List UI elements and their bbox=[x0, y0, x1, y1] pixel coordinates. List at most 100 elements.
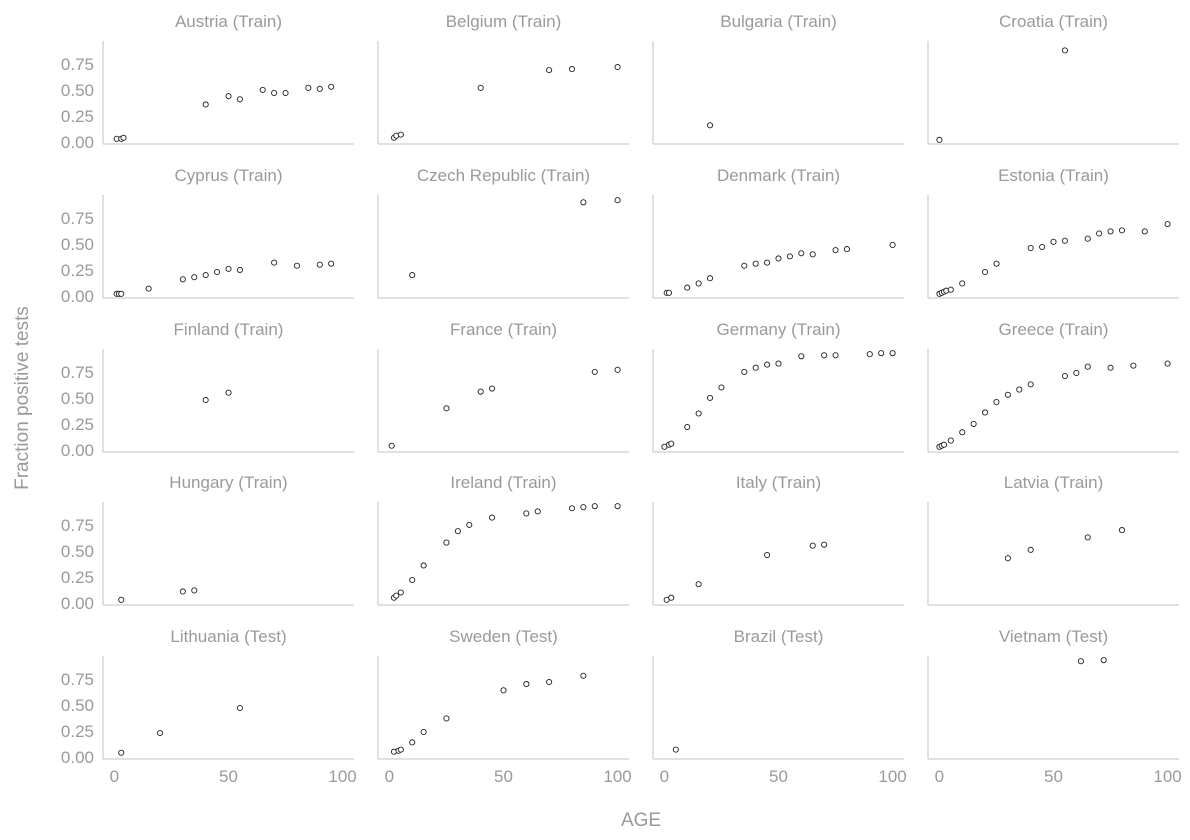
data-point bbox=[706, 394, 714, 401]
data-point bbox=[328, 260, 335, 267]
data-point bbox=[981, 268, 989, 276]
data-point bbox=[191, 274, 198, 281]
panel-title: Hungary (Train) bbox=[169, 473, 287, 492]
data-point bbox=[1061, 373, 1068, 380]
data-point bbox=[466, 521, 473, 528]
data-point bbox=[786, 253, 793, 260]
data-point bbox=[580, 672, 587, 679]
data-point bbox=[947, 286, 954, 293]
y-tick-label: 0.25 bbox=[61, 261, 94, 280]
data-point bbox=[752, 364, 759, 371]
y-tick-label: 0.75 bbox=[61, 363, 94, 382]
data-point bbox=[282, 89, 289, 97]
data-point bbox=[477, 84, 484, 91]
data-point bbox=[1084, 363, 1091, 370]
panel-title: Italy (Train) bbox=[736, 473, 821, 492]
data-point bbox=[821, 541, 828, 548]
data-point bbox=[809, 251, 816, 258]
y-tick-label: 0.00 bbox=[61, 287, 94, 306]
panel-greece-train: Greece (Train) bbox=[927, 320, 1179, 453]
data-point bbox=[706, 122, 714, 129]
data-point bbox=[993, 399, 1000, 406]
data-point bbox=[568, 505, 576, 512]
x-tick-label: 100 bbox=[328, 767, 356, 786]
x-tick-label: 50 bbox=[219, 767, 238, 786]
panel-title: Belgium (Train) bbox=[446, 12, 562, 31]
data-point bbox=[443, 405, 450, 412]
panel-ireland-train: Ireland (Train) bbox=[377, 473, 629, 606]
data-point bbox=[225, 265, 232, 272]
panel-bulgaria-train: Bulgaria (Train) bbox=[652, 12, 904, 145]
data-point bbox=[179, 588, 186, 595]
data-point bbox=[397, 131, 404, 138]
panel-cyprus-train: Cyprus (Train) 0.00 0.25 0.50 0.75 bbox=[61, 166, 354, 306]
data-point bbox=[156, 729, 164, 737]
data-point bbox=[614, 366, 621, 373]
data-point bbox=[316, 85, 323, 92]
panel-title: France (Train) bbox=[450, 320, 557, 339]
y-tick-label: 0.50 bbox=[61, 542, 94, 561]
data-point bbox=[866, 351, 873, 358]
data-point bbox=[523, 510, 530, 517]
data-point bbox=[798, 250, 805, 257]
data-point bbox=[443, 539, 450, 546]
panel-sweden-test: Sweden (Test) 0 50 100 bbox=[377, 627, 632, 786]
panel-grid: Austria (Train) 0.00 0.25 0.50 0.75 Belgium (… bbox=[61, 12, 1182, 786]
data-point bbox=[741, 262, 748, 269]
data-point bbox=[271, 89, 278, 97]
data-point bbox=[591, 503, 598, 510]
data-point bbox=[202, 101, 209, 108]
y-tick-label: 0.75 bbox=[61, 670, 94, 689]
data-point bbox=[832, 247, 839, 254]
data-point bbox=[214, 268, 221, 276]
data-point bbox=[1027, 245, 1034, 252]
panel-italy-train: Italy (Train) bbox=[652, 473, 904, 606]
data-point bbox=[668, 440, 675, 447]
data-point bbox=[1096, 230, 1103, 237]
panel-estonia-train: Estonia (Train) bbox=[927, 166, 1179, 299]
panel-title: Czech Republic (Train) bbox=[417, 166, 590, 185]
panel-hungary-train: Hungary (Train) 0.00 0.25 0.50 0.75 bbox=[61, 473, 354, 613]
data-point bbox=[489, 385, 496, 392]
x-tick-label: 50 bbox=[1044, 767, 1063, 786]
data-point bbox=[889, 350, 896, 357]
data-point bbox=[959, 429, 966, 436]
panel-denmark-train: Denmark (Train) bbox=[652, 166, 904, 299]
data-point bbox=[236, 704, 243, 712]
panel-title: Austria (Train) bbox=[175, 12, 282, 31]
y-tick-label: 0.50 bbox=[61, 81, 94, 100]
data-point bbox=[981, 409, 989, 416]
data-point bbox=[1027, 381, 1034, 388]
panel-title: Latvia (Train) bbox=[1004, 473, 1104, 492]
data-point bbox=[236, 266, 243, 273]
y-tick-label: 0.75 bbox=[61, 55, 94, 74]
data-point bbox=[936, 136, 943, 143]
x-tick-label: 100 bbox=[1153, 767, 1181, 786]
data-point bbox=[580, 199, 587, 206]
data-point bbox=[225, 93, 232, 100]
data-point bbox=[993, 260, 1000, 267]
data-point bbox=[397, 746, 404, 753]
data-point bbox=[614, 503, 621, 510]
data-point bbox=[940, 441, 948, 448]
data-point bbox=[477, 388, 484, 395]
y-tick-label: 0.00 bbox=[61, 748, 94, 767]
data-point bbox=[970, 420, 977, 427]
panel-title: Denmark (Train) bbox=[717, 166, 840, 185]
x-tick-label: 100 bbox=[878, 767, 906, 786]
data-point bbox=[328, 83, 335, 90]
data-point bbox=[695, 581, 702, 588]
data-point bbox=[523, 681, 530, 688]
data-point bbox=[1130, 362, 1137, 369]
data-point bbox=[118, 290, 125, 297]
panel-title: Croatia (Train) bbox=[999, 12, 1108, 31]
data-point bbox=[1027, 546, 1034, 553]
x-tick-label: 0 bbox=[660, 767, 669, 786]
data-point bbox=[454, 528, 461, 535]
data-point bbox=[959, 280, 966, 287]
panel-czech-republic-train: Czech Republic (Train) bbox=[377, 166, 629, 299]
data-point bbox=[259, 86, 266, 93]
panel-title: Finland (Train) bbox=[174, 320, 284, 339]
data-point bbox=[236, 96, 243, 103]
data-point bbox=[271, 259, 278, 266]
